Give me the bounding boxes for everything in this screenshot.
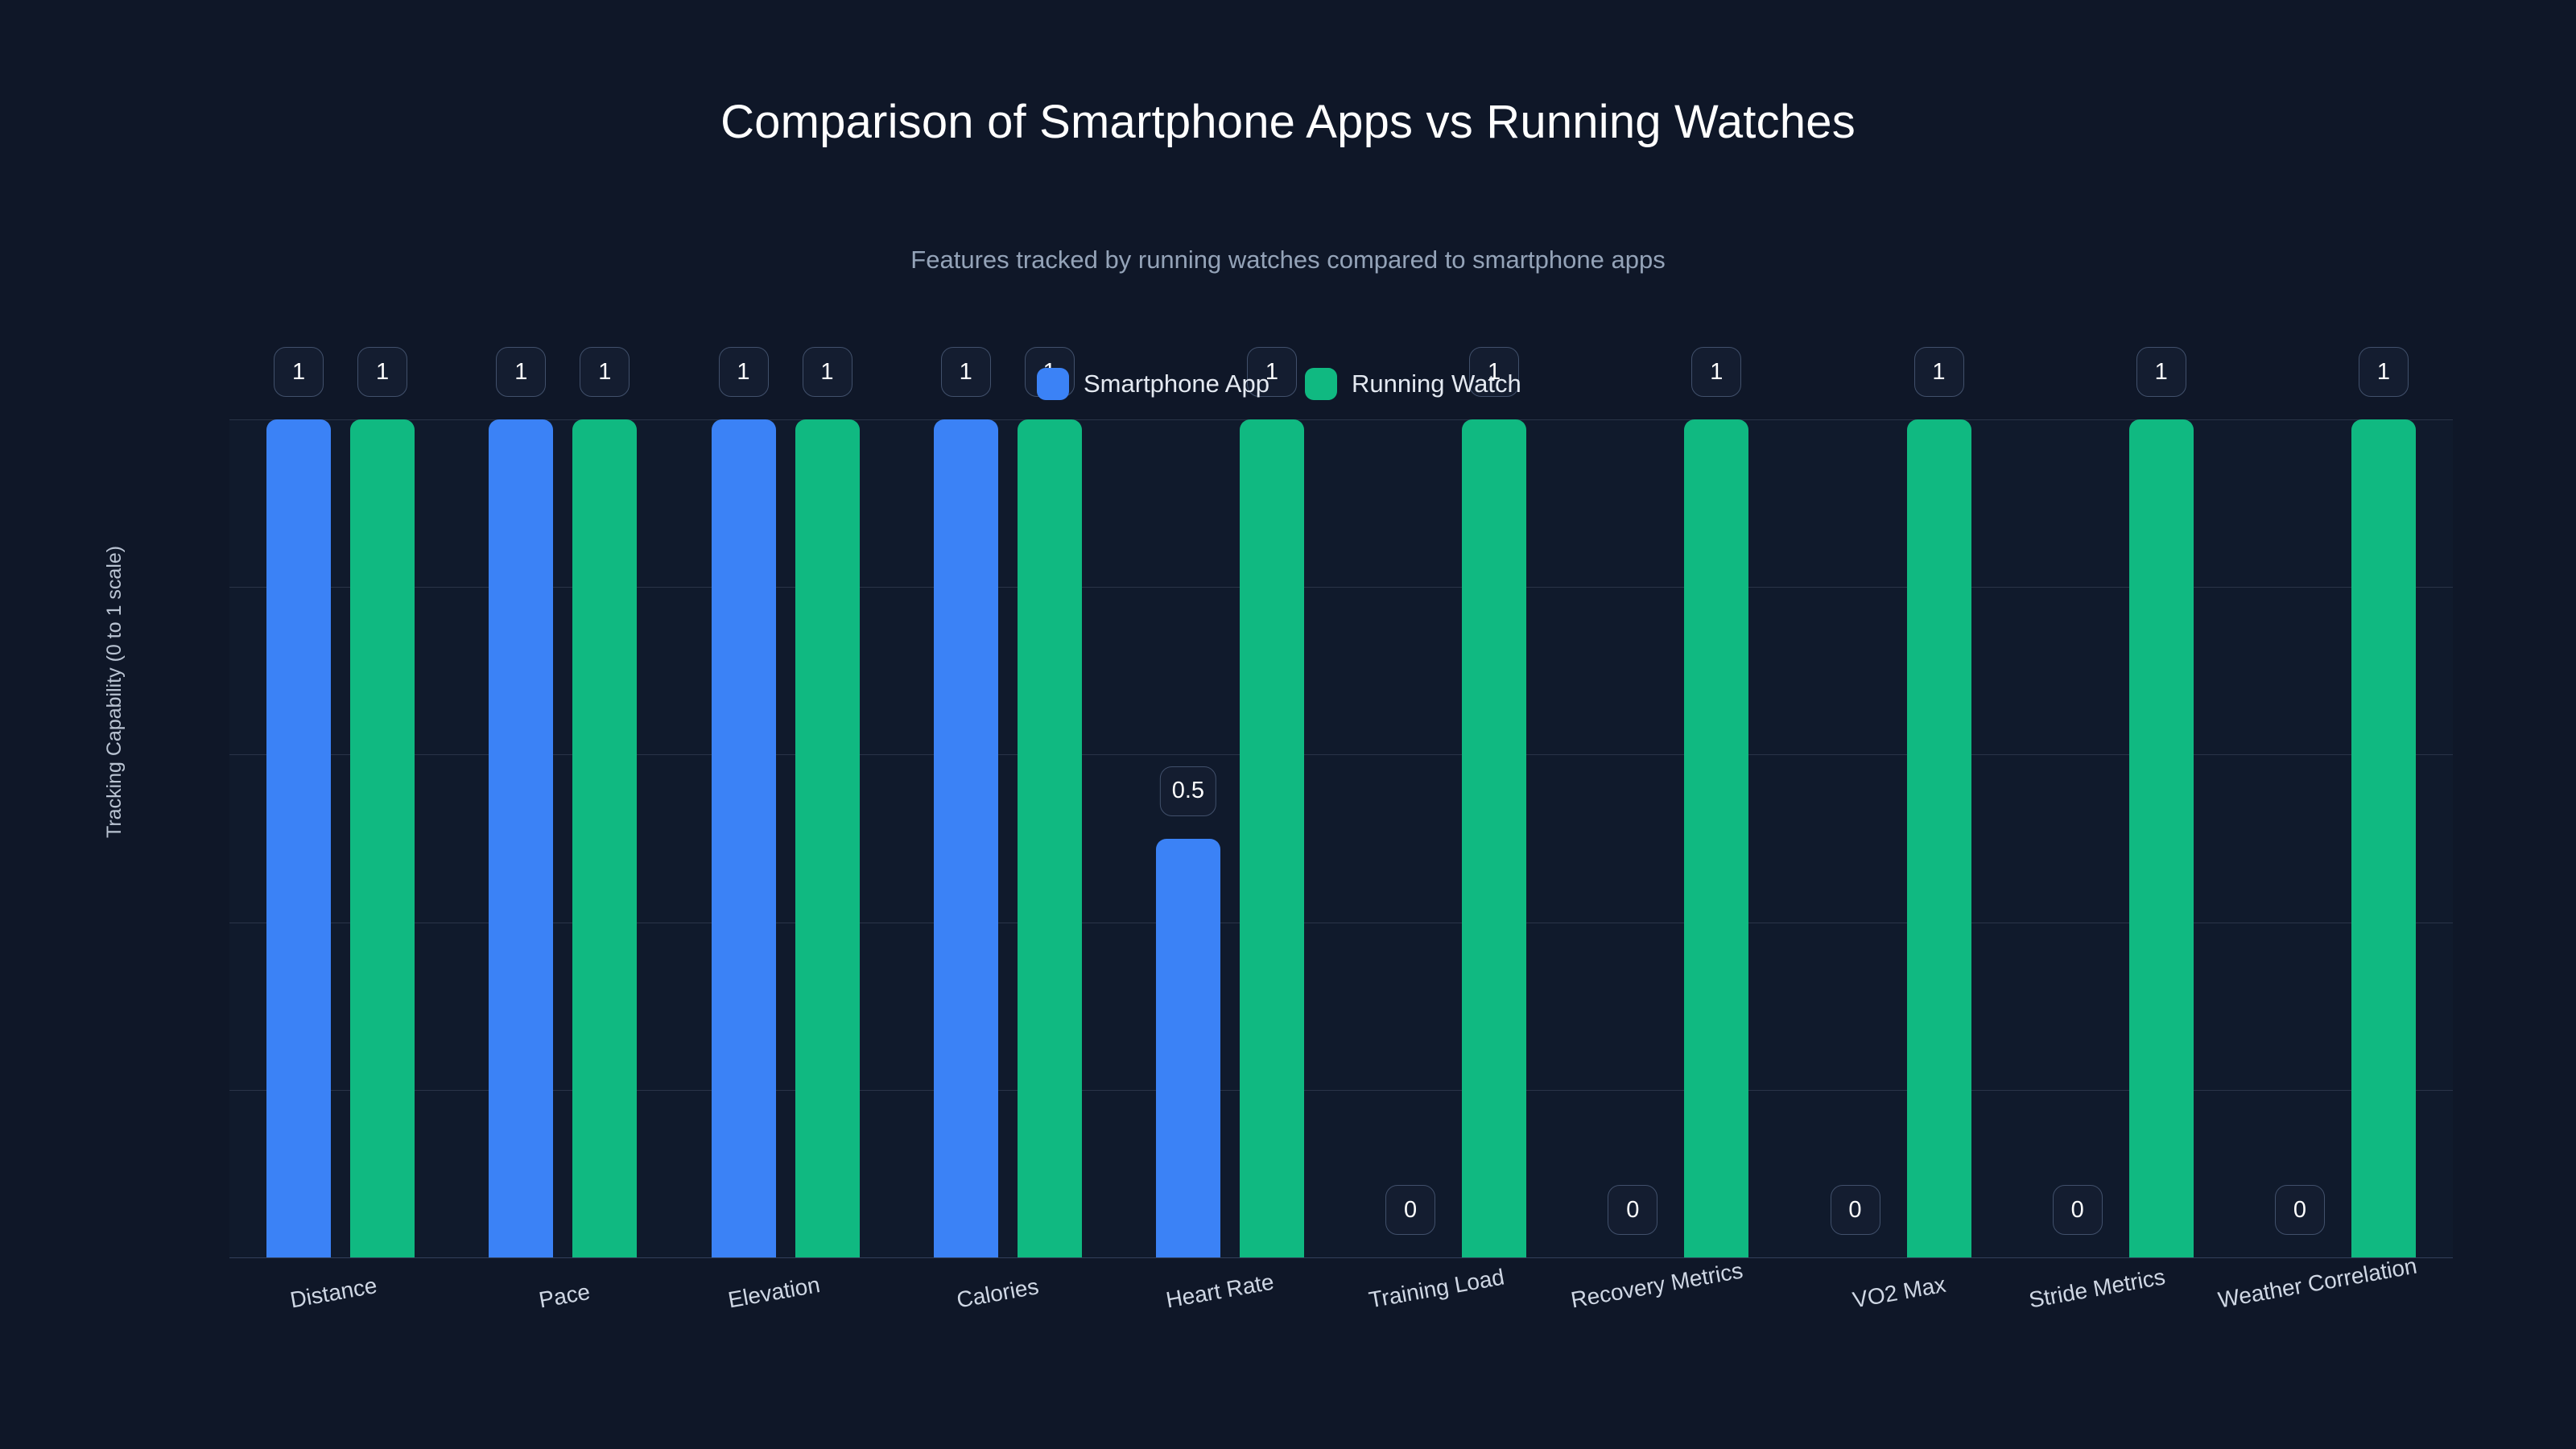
plot-area bbox=[229, 419, 2453, 1258]
bar[interactable] bbox=[933, 419, 998, 1257]
bar[interactable] bbox=[1906, 419, 1971, 1257]
gridline bbox=[229, 1089, 2453, 1091]
x-axis-tick-label: Elevation bbox=[725, 1271, 822, 1313]
x-axis-tick-label: Weather Correlation bbox=[2216, 1253, 2419, 1313]
data-label: 1 bbox=[357, 347, 408, 397]
legend-item[interactable]: Running Watch bbox=[1304, 368, 1521, 400]
data-label: 0 bbox=[2274, 1185, 2325, 1235]
data-label: 0 bbox=[1385, 1185, 1436, 1235]
data-label: 1 bbox=[940, 347, 991, 397]
data-label: 1 bbox=[274, 347, 324, 397]
gridline bbox=[229, 587, 2453, 588]
x-axis-tick-label: Distance bbox=[287, 1273, 379, 1313]
data-label: 1 bbox=[1691, 347, 1742, 397]
x-axis-tick-label: Recovery Metrics bbox=[1569, 1257, 1745, 1313]
bar[interactable] bbox=[1462, 419, 1527, 1257]
data-label: 1 bbox=[718, 347, 769, 397]
bar[interactable] bbox=[350, 419, 415, 1257]
chart-legend[interactable]: Smartphone App Running Watch bbox=[1037, 368, 1521, 400]
bar[interactable] bbox=[1017, 419, 1082, 1257]
x-axis-tick-label: Stride Metrics bbox=[2026, 1264, 2167, 1313]
bar[interactable] bbox=[795, 419, 860, 1257]
data-label: 0 bbox=[1830, 1185, 1880, 1235]
x-axis-tick-label: VO2 Max bbox=[1851, 1271, 1948, 1313]
data-label: 1 bbox=[2136, 347, 2186, 397]
x-axis-tick-label: Heart Rate bbox=[1163, 1269, 1276, 1313]
y-axis-title: Tracking Capability (0 to 1 scale) bbox=[103, 545, 126, 838]
gridline bbox=[229, 754, 2453, 756]
legend-swatch-icon bbox=[1037, 368, 1069, 400]
x-axis-tick-label: Calories bbox=[955, 1274, 1041, 1313]
chart-title: Comparison of Smartphone Apps vs Running… bbox=[720, 96, 1856, 148]
data-label: 1 bbox=[1469, 347, 1520, 397]
bar[interactable] bbox=[2351, 419, 2416, 1257]
data-label: 1 bbox=[802, 347, 852, 397]
gridline bbox=[229, 419, 2453, 420]
legend-item[interactable]: Smartphone App bbox=[1037, 368, 1269, 400]
chart-subtitle: Features tracked by running watches comp… bbox=[910, 246, 1666, 274]
bar[interactable] bbox=[266, 419, 332, 1257]
data-label: 1 bbox=[1913, 347, 1964, 397]
legend-label: Smartphone App bbox=[1084, 369, 1269, 398]
gridline bbox=[229, 1257, 2453, 1258]
bar[interactable] bbox=[1239, 419, 1304, 1257]
data-label: 1 bbox=[1246, 347, 1297, 397]
data-label: 1 bbox=[580, 347, 630, 397]
bar[interactable] bbox=[1684, 419, 1749, 1257]
legend-swatch-icon bbox=[1304, 368, 1337, 400]
data-label: 0.5 bbox=[1159, 766, 1217, 816]
bar[interactable] bbox=[2128, 419, 2194, 1257]
data-label: 0 bbox=[1608, 1185, 1658, 1235]
data-label: 1 bbox=[496, 347, 547, 397]
bar[interactable] bbox=[572, 419, 638, 1257]
legend-label: Running Watch bbox=[1351, 369, 1521, 398]
data-label: 1 bbox=[2358, 347, 2409, 397]
x-axis-tick-label: Training Load bbox=[1366, 1264, 1506, 1313]
bar[interactable] bbox=[711, 419, 776, 1257]
bar[interactable] bbox=[489, 419, 554, 1257]
x-axis-tick-label: Pace bbox=[536, 1278, 592, 1313]
data-label: 0 bbox=[2052, 1185, 2103, 1235]
bar[interactable] bbox=[1155, 838, 1220, 1257]
